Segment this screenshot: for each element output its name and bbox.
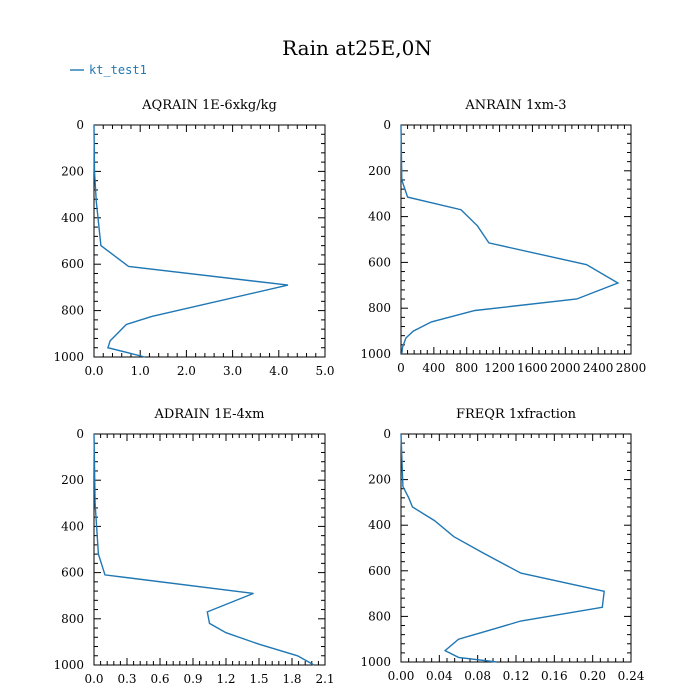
x-tick-label: 1200 xyxy=(484,361,515,375)
x-tick-label: 5.0 xyxy=(315,364,334,378)
x-tick-label: 800 xyxy=(455,361,478,375)
panel-title: ANRAIN 1xm-3 xyxy=(464,98,566,113)
panel-title: ADRAIN 1E-4xm xyxy=(154,407,265,422)
panels: AQRAIN 1E-6xkg/kg 0.0 1.0 2.0 3.0 4.0 5.0 0 200 4… xyxy=(53,98,646,686)
chart-panel-2: ANRAIN 1xm-3 0 400 800 1200 1600 2000 2400 2800 0… xyxy=(360,98,646,375)
chart-panel-4: FREQR 1xfraction 0.00 0.04 0.08 0.12 0.16 0.20… xyxy=(360,407,644,683)
y-tick-label: 600 xyxy=(61,566,84,580)
x-tick-label: 0.9 xyxy=(183,672,202,686)
legend-label: kt_test1 xyxy=(89,63,147,77)
x-tick-label: 0.20 xyxy=(579,669,606,683)
plot-frame xyxy=(400,124,632,355)
x-tick-label: 1.0 xyxy=(131,364,150,378)
y-tick-label: 0 xyxy=(76,427,84,441)
legend: kt_test1 xyxy=(70,63,147,77)
y-tick-label: 200 xyxy=(368,164,391,178)
x-tick-label: 0 xyxy=(397,361,405,375)
y-tick-label: 0 xyxy=(76,118,84,132)
series-line-kt_test1 xyxy=(400,124,620,355)
y-tick-label: 200 xyxy=(61,164,84,178)
panel-title: FREQR 1xfraction xyxy=(456,407,577,422)
figure-title: Rain at25E,0N xyxy=(282,36,432,60)
series-line-kt_test1 xyxy=(400,433,605,663)
x-tick-label: 0.0 xyxy=(84,364,103,378)
y-tick-label: 1000 xyxy=(360,347,391,361)
x-tick-label: 0.3 xyxy=(117,672,136,686)
y-tick-label: 400 xyxy=(368,518,391,532)
y-tick-label: 800 xyxy=(61,612,84,626)
x-tick-label: 3.0 xyxy=(223,364,242,378)
x-tick-label: 0.12 xyxy=(503,669,530,683)
x-tick-label: 1600 xyxy=(517,361,548,375)
y-tick-label: 400 xyxy=(61,519,84,533)
x-tick-label: 1.2 xyxy=(216,672,235,686)
y-tick-label: 1000 xyxy=(53,350,84,364)
y-tick-label: 0 xyxy=(383,118,391,132)
x-tick-label: 2400 xyxy=(583,361,614,375)
chart-panel-1: AQRAIN 1E-6xkg/kg 0.0 1.0 2.0 3.0 4.0 5.0 0 200 4… xyxy=(53,98,334,378)
series-line-kt_test1 xyxy=(93,433,315,666)
y-tick-label: 0 xyxy=(383,427,391,441)
x-tick-label: 0.0 xyxy=(84,672,103,686)
y-tick-label: 200 xyxy=(61,473,84,487)
x-tick-label: 0.24 xyxy=(618,669,645,683)
chart-panel-3: ADRAIN 1E-4xm 0.0 0.3 0.6 0.9 1.2 1.5 1.8 2.1 0 20… xyxy=(53,407,334,686)
y-tick-label: 800 xyxy=(368,609,391,623)
plot-frame xyxy=(93,124,326,358)
x-tick-label: 2.0 xyxy=(177,364,196,378)
y-tick-label: 1000 xyxy=(360,655,391,669)
plot-frame xyxy=(93,433,326,666)
x-tick-label: 0.08 xyxy=(464,669,491,683)
panel-title: AQRAIN 1E-6xkg/kg xyxy=(141,98,277,113)
x-tick-label: 2000 xyxy=(550,361,581,375)
x-tick-label: 4.0 xyxy=(269,364,288,378)
x-tick-label: 2800 xyxy=(616,361,647,375)
y-tick-label: 1000 xyxy=(53,658,84,672)
x-tick-label: 2.1 xyxy=(315,672,334,686)
y-tick-label: 600 xyxy=(61,257,84,271)
y-tick-label: 200 xyxy=(368,473,391,487)
x-tick-label: 0.00 xyxy=(388,669,415,683)
x-tick-label: 1.8 xyxy=(282,672,301,686)
x-tick-label: 0.04 xyxy=(426,669,453,683)
x-tick-label: 0.6 xyxy=(150,672,169,686)
y-tick-label: 600 xyxy=(368,564,391,578)
y-tick-label: 800 xyxy=(368,301,391,315)
y-tick-label: 800 xyxy=(61,304,84,318)
x-tick-label: 0.16 xyxy=(541,669,568,683)
plot-frame xyxy=(400,433,632,663)
x-tick-label: 1.5 xyxy=(249,672,268,686)
series-line-kt_test1 xyxy=(93,124,289,358)
y-tick-label: 600 xyxy=(368,255,391,269)
y-tick-label: 400 xyxy=(368,210,391,224)
y-tick-label: 400 xyxy=(61,211,84,225)
x-tick-label: 400 xyxy=(422,361,445,375)
